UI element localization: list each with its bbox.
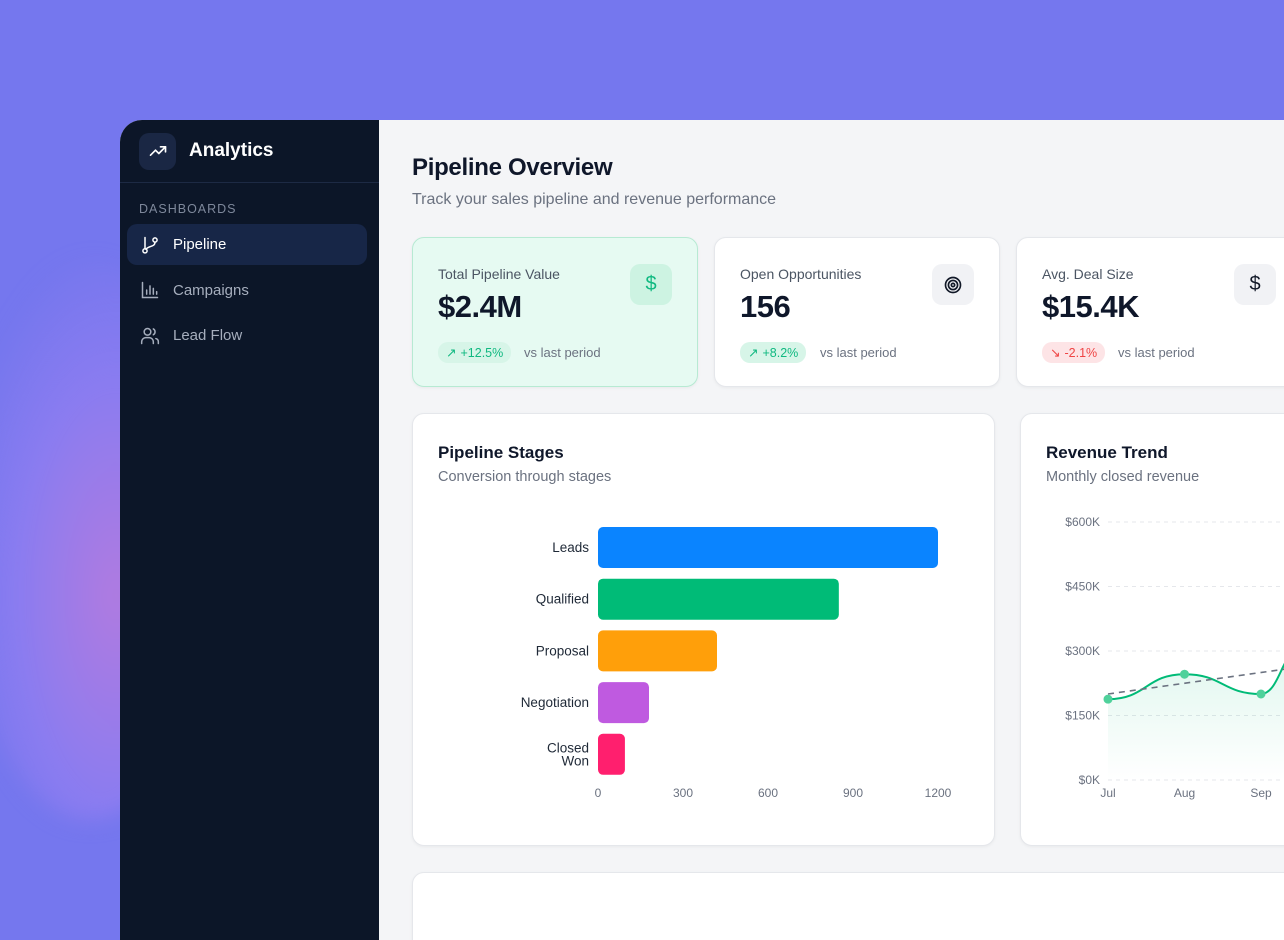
- bar-leads: [598, 527, 938, 568]
- main-content: Pipeline Overview Track your sales pipel…: [379, 120, 1284, 940]
- x-tick-label: 0: [595, 786, 602, 800]
- dollar-icon: $: [1234, 264, 1276, 305]
- revenue-trend-card: Revenue Trend Monthly closed revenue $0K…: [1020, 413, 1284, 846]
- chart-title: Pipeline Stages: [438, 443, 564, 462]
- x-tick-label: 300: [673, 786, 693, 800]
- change-badge: ↘ -2.1%: [1042, 342, 1106, 363]
- data-point: [1256, 689, 1266, 699]
- pipeline-stages-chart: Leads Qualified Proposal Negotiation ClosedW…: [521, 527, 952, 800]
- stat-value: $2.4M: [438, 289, 522, 324]
- bottom-card: [412, 872, 1284, 940]
- sidebar-item-label: Campaigns: [173, 281, 249, 299]
- sidebar: Analytics DASHBOARDS Pipeline Campaigns …: [120, 120, 379, 940]
- git-branch-icon: [142, 236, 158, 254]
- change-value: -2.1%: [1064, 345, 1098, 360]
- page-title: Pipeline Overview: [412, 154, 613, 181]
- bar-label: Proposal: [536, 643, 589, 658]
- bar-label: Qualified: [536, 592, 589, 607]
- users-icon: [140, 327, 160, 344]
- bar-negotiation: [598, 682, 649, 724]
- stat-value: 156: [740, 289, 791, 324]
- x-tick-label: 600: [758, 786, 778, 800]
- trending-up-icon: ↗: [446, 346, 457, 360]
- trending-up-icon: [139, 132, 176, 170]
- section-label: DASHBOARDS: [139, 202, 237, 216]
- y-tick-label: $450K: [1065, 580, 1100, 594]
- sidebar-item-campaigns[interactable]: Campaigns: [127, 270, 367, 311]
- bar-chart-icon: [141, 281, 159, 299]
- stat-value: $15.4K: [1042, 289, 1139, 324]
- bar-label: Negotiation: [521, 695, 589, 710]
- app-window: Analytics DASHBOARDS Pipeline Campaigns …: [120, 120, 1284, 940]
- x-tick-label: Jul: [1100, 786, 1115, 800]
- brand: Analytics: [120, 120, 379, 183]
- change-badge: ↗ +8.2%: [740, 342, 807, 363]
- x-tick-label: 1200: [925, 786, 952, 800]
- x-tick-label: 900: [843, 786, 863, 800]
- x-tick-label: Aug: [1174, 786, 1195, 800]
- app-name: Analytics: [189, 140, 274, 161]
- target-icon: [932, 264, 974, 305]
- bar-qualified: [598, 578, 839, 620]
- y-tick-label: $600K: [1065, 515, 1100, 529]
- sidebar-item-label: Pipeline: [173, 236, 227, 253]
- data-point: [1180, 669, 1189, 679]
- revenue-trend-chart: $0K $150K $300K $450K $600K Jul Aug Sep: [1065, 515, 1284, 800]
- y-tick-label: $0K: [1079, 773, 1100, 787]
- sidebar-item-lead-flow[interactable]: Lead Flow: [127, 315, 367, 356]
- chart-subtitle: Conversion through stages: [438, 469, 612, 485]
- stat-label: Total Pipeline Value: [438, 266, 560, 282]
- chart-subtitle: Monthly closed revenue: [1046, 469, 1200, 485]
- sidebar-item-label: Lead Flow: [173, 327, 243, 344]
- stat-card-open-opportunities: Open Opportunities 156 ↗ +8.2% vs last pe…: [714, 237, 1000, 387]
- bar-closed-won: [598, 733, 625, 775]
- trending-up-icon: ↗: [748, 346, 759, 360]
- chart-title: Revenue Trend: [1046, 443, 1168, 462]
- stat-label: Avg. Deal Size: [1042, 266, 1134, 282]
- bar-label: Closed: [547, 740, 589, 755]
- pipeline-stages-card: Pipeline Stages Conversion through stage…: [412, 413, 995, 846]
- sidebar-item-pipeline[interactable]: Pipeline: [127, 224, 367, 265]
- stat-card-avg-deal-size: Avg. Deal Size $15.4K $ ↘ -2.1% vs last p…: [1016, 237, 1284, 387]
- data-point: [1103, 694, 1113, 704]
- x-tick-label: Sep: [1250, 786, 1272, 800]
- bar-label: Leads: [552, 540, 589, 555]
- compare-label: vs last period: [820, 345, 897, 360]
- change-value: +8.2%: [762, 345, 799, 360]
- bar-label: Won: [561, 753, 589, 768]
- trending-down-icon: ↘: [1050, 346, 1061, 360]
- page-subtitle: Track your sales pipeline and revenue pe…: [412, 191, 777, 208]
- stat-card-total-pipeline: Total Pipeline Value $2.4M $ ↗ +12.5% vs …: [412, 237, 698, 387]
- compare-label: vs last period: [1118, 345, 1195, 360]
- dollar-icon: $: [630, 264, 672, 305]
- y-tick-label: $300K: [1065, 644, 1100, 658]
- change-value: +12.5%: [460, 345, 504, 360]
- stat-label: Open Opportunities: [740, 266, 862, 282]
- y-tick-label: $150K: [1065, 709, 1100, 723]
- compare-label: vs last period: [524, 345, 601, 360]
- change-badge: ↗ +12.5%: [438, 342, 512, 363]
- bar-proposal: [598, 630, 717, 672]
- revenue-area: [1108, 664, 1284, 780]
